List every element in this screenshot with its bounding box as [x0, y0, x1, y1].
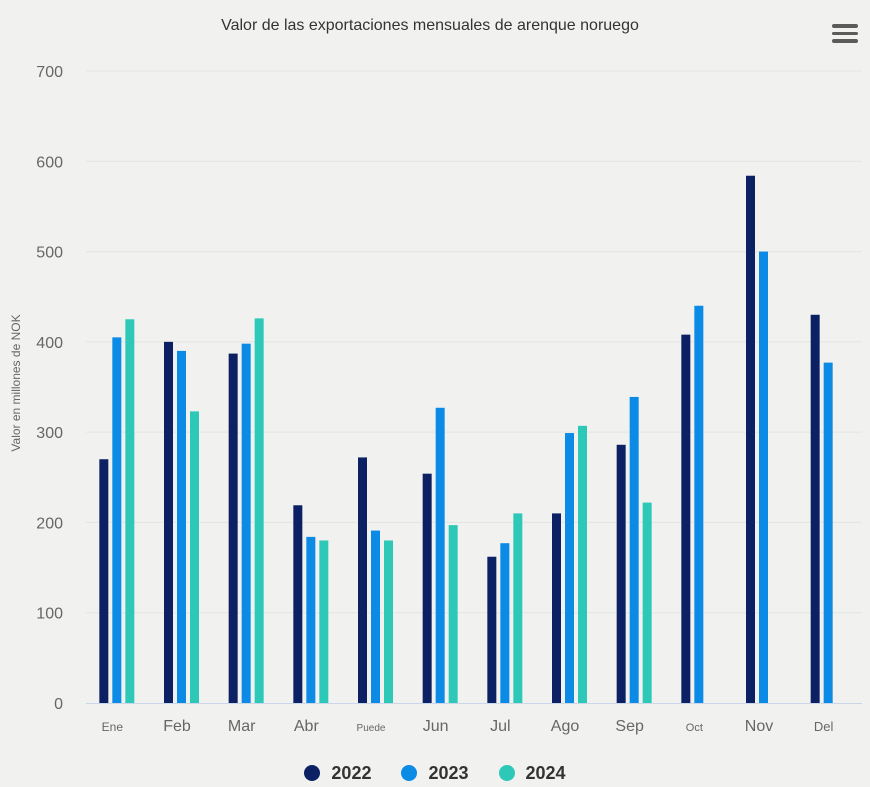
y-tick-label: 200 [36, 515, 63, 532]
bar-2022-Ago[interactable] [552, 513, 561, 703]
bar-2023-Jun[interactable] [435, 407, 445, 703]
hamburger-menu-icon [832, 24, 858, 28]
x-tick-label: Del [814, 719, 834, 734]
x-axis-ticks: Ene Feb Mar Abr Puede Jun Jul Ago Sep Oct Nov Del [102, 718, 834, 735]
bar-2023-Del[interactable] [823, 362, 833, 703]
chart-title: Valor de las exportaciones mensuales de … [221, 17, 639, 34]
legend-item-2024[interactable]: 2024 [498, 762, 566, 784]
bar-2022-Mar[interactable] [228, 353, 238, 703]
bar-2023-Jul[interactable] [500, 543, 510, 703]
bar-2024-Jul[interactable] [513, 513, 523, 703]
bar-2022-Jul[interactable] [487, 556, 497, 703]
legend-label: 2024 [525, 762, 566, 783]
y-tick-label: 500 [36, 245, 63, 262]
bar-2022-Puede[interactable] [358, 457, 367, 703]
bar-2022-Feb[interactable] [164, 341, 173, 703]
legend-label: 2022 [331, 762, 372, 783]
y-tick-label: 400 [36, 335, 63, 352]
bar-2024-Mar[interactable] [254, 318, 264, 703]
legend-item-2023[interactable]: 2023 [401, 762, 469, 784]
bar-2023-Mar[interactable] [241, 343, 251, 703]
bar-2023-Sep[interactable] [629, 396, 639, 703]
legend-label: 2023 [428, 762, 469, 783]
x-tick-label: Sep [615, 718, 644, 735]
bar-2022-Oct[interactable] [681, 334, 691, 703]
bar-2024-Jun[interactable] [448, 525, 458, 703]
bar-2022-Sep[interactable] [616, 444, 626, 703]
bars [99, 175, 833, 704]
x-tick-label: Nov [745, 718, 773, 735]
x-tick-label: Abr [294, 718, 320, 735]
x-tick-label: Ene [102, 720, 124, 734]
bar-2022-Abr[interactable] [293, 505, 303, 703]
legend-marker [498, 765, 515, 781]
bar-2024-Puede[interactable] [384, 540, 393, 703]
bar-2023-Puede[interactable] [371, 530, 380, 703]
legend-marker [304, 765, 321, 781]
bar-2024-Sep[interactable] [642, 502, 652, 703]
legend: 2022 2023 2024 [0, 760, 870, 786]
y-tick-label: 0 [54, 696, 63, 713]
bar-2022-Jun[interactable] [422, 473, 432, 703]
y-tick-label: 600 [36, 154, 63, 171]
bar-2023-Abr[interactable] [306, 536, 316, 703]
legend-marker [401, 765, 418, 781]
x-tick-label: Jun [423, 718, 449, 735]
x-tick-label: Puede [357, 723, 386, 734]
gridlines [86, 70, 862, 614]
x-tick-label: Mar [228, 718, 256, 735]
bar-2022-Del[interactable] [810, 314, 820, 703]
y-axis-ticks: 0 100 200 300 400 500 600 700 [36, 64, 63, 713]
bar-2022-Nov[interactable] [746, 175, 755, 703]
bar-2023-Feb[interactable] [177, 350, 186, 703]
hamburger-menu-icon-line [832, 39, 858, 43]
bar-2022-Ene[interactable] [99, 459, 109, 703]
x-tick-label: Ago [551, 718, 580, 735]
x-tick-label: Oct [686, 722, 703, 734]
x-tick-label: Feb [163, 718, 191, 735]
bar-2024-Ene[interactable] [125, 319, 135, 703]
chart-menu-button[interactable] [832, 24, 858, 46]
chart-plot-area: 0 100 200 300 400 500 600 700 Ene Feb Mar Abr Puede… [36, 64, 862, 735]
x-tick-label: Jul [490, 718, 510, 735]
bar-2023-Oct[interactable] [694, 305, 704, 703]
bar-2023-Ago[interactable] [565, 433, 574, 703]
bar-2023-Ene[interactable] [112, 337, 122, 703]
bar-2024-Ago[interactable] [578, 425, 587, 703]
y-tick-label: 300 [36, 425, 63, 442]
legend-item-2022[interactable]: 2022 [304, 763, 371, 784]
bar-2024-Feb[interactable] [190, 411, 199, 703]
y-tick-label: 100 [36, 606, 63, 623]
y-tick-label: 700 [36, 64, 63, 81]
bar-2023-Nov[interactable] [759, 251, 768, 704]
bar-2024-Abr[interactable] [319, 540, 329, 703]
hamburger-menu-icon-line [832, 31, 858, 35]
